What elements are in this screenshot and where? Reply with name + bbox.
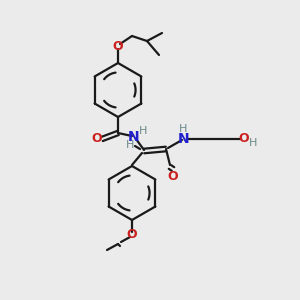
Text: H: H xyxy=(179,124,187,134)
Text: O: O xyxy=(127,227,137,241)
Text: O: O xyxy=(168,170,178,184)
Text: N: N xyxy=(178,132,190,146)
Text: O: O xyxy=(239,133,249,146)
Text: H: H xyxy=(139,126,147,136)
Text: O: O xyxy=(92,133,102,146)
Text: H: H xyxy=(249,138,257,148)
Text: O: O xyxy=(113,40,123,53)
Text: N: N xyxy=(128,130,140,144)
Text: H: H xyxy=(126,140,134,150)
